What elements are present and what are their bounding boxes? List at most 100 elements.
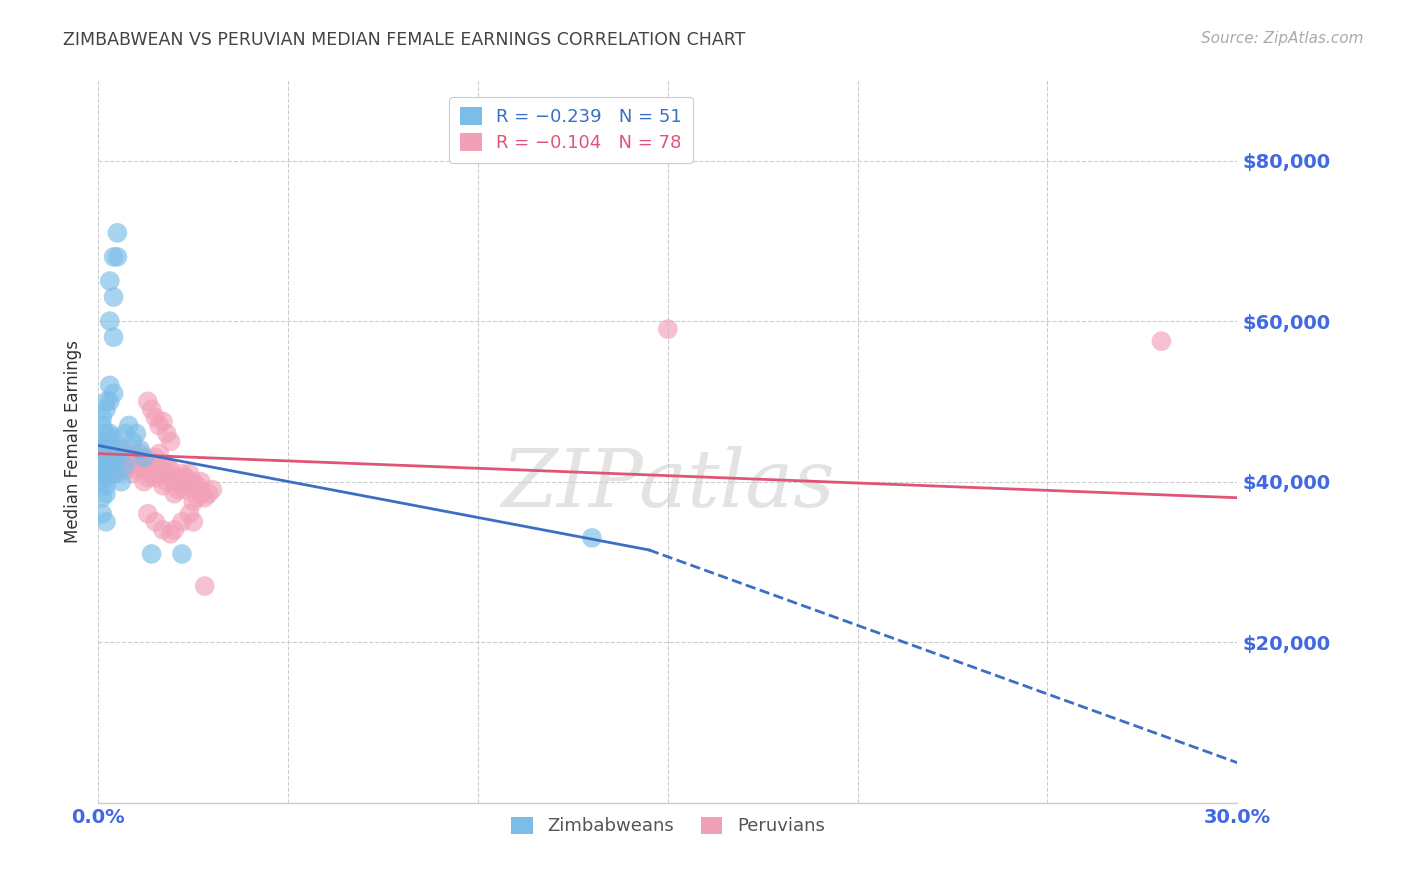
Point bbox=[94, 515, 117, 529]
Point bbox=[136, 394, 159, 409]
Point bbox=[103, 467, 125, 481]
Point bbox=[194, 491, 217, 505]
Point bbox=[197, 486, 219, 500]
Point bbox=[94, 458, 117, 473]
Point bbox=[91, 467, 114, 481]
Point bbox=[103, 446, 125, 460]
Point bbox=[103, 330, 125, 344]
Point bbox=[170, 478, 193, 492]
Point bbox=[107, 250, 129, 264]
Point bbox=[94, 434, 117, 449]
Text: ZIMBABWEAN VS PERUVIAN MEDIAN FEMALE EARNINGS CORRELATION CHART: ZIMBABWEAN VS PERUVIAN MEDIAN FEMALE EAR… bbox=[63, 31, 745, 49]
Legend: Zimbabweans, Peruvians: Zimbabweans, Peruvians bbox=[502, 807, 834, 845]
Point bbox=[141, 467, 163, 481]
Point bbox=[163, 486, 186, 500]
Point bbox=[145, 410, 167, 425]
Point bbox=[94, 478, 117, 492]
Point bbox=[156, 426, 179, 441]
Point bbox=[103, 454, 125, 468]
Point bbox=[141, 547, 163, 561]
Point bbox=[98, 426, 121, 441]
Point bbox=[91, 475, 114, 489]
Point bbox=[179, 507, 201, 521]
Point bbox=[170, 467, 193, 481]
Point bbox=[107, 462, 129, 476]
Point bbox=[190, 486, 212, 500]
Point bbox=[136, 458, 159, 473]
Point bbox=[581, 531, 603, 545]
Point bbox=[114, 426, 136, 441]
Point bbox=[91, 418, 114, 433]
Point bbox=[179, 467, 201, 481]
Point bbox=[657, 322, 679, 336]
Point bbox=[159, 470, 181, 484]
Point bbox=[156, 458, 179, 473]
Point bbox=[125, 462, 148, 476]
Point bbox=[91, 410, 114, 425]
Point bbox=[103, 290, 125, 304]
Point bbox=[98, 394, 121, 409]
Point bbox=[159, 526, 181, 541]
Point bbox=[125, 450, 148, 465]
Point bbox=[174, 470, 197, 484]
Point bbox=[145, 450, 167, 465]
Point bbox=[110, 446, 132, 460]
Point bbox=[98, 450, 121, 465]
Point bbox=[98, 458, 121, 473]
Point bbox=[174, 483, 197, 497]
Point bbox=[103, 386, 125, 401]
Point bbox=[98, 442, 121, 457]
Point bbox=[91, 458, 114, 473]
Point bbox=[152, 462, 174, 476]
Point bbox=[129, 442, 152, 457]
Point bbox=[179, 478, 201, 492]
Point bbox=[91, 442, 114, 457]
Point bbox=[107, 450, 129, 465]
Point bbox=[148, 446, 170, 460]
Point bbox=[186, 491, 208, 505]
Point bbox=[98, 458, 121, 473]
Point bbox=[114, 462, 136, 476]
Point bbox=[167, 483, 190, 497]
Point bbox=[121, 467, 143, 481]
Y-axis label: Median Female Earnings: Median Female Earnings bbox=[65, 340, 83, 543]
Point bbox=[121, 434, 143, 449]
Point bbox=[107, 467, 129, 481]
Point bbox=[148, 467, 170, 481]
Text: Source: ZipAtlas.com: Source: ZipAtlas.com bbox=[1201, 31, 1364, 46]
Point bbox=[141, 402, 163, 417]
Point bbox=[94, 394, 117, 409]
Point bbox=[136, 507, 159, 521]
Point bbox=[107, 226, 129, 240]
Point bbox=[94, 446, 117, 460]
Text: ZIPatlas: ZIPatlas bbox=[501, 446, 835, 524]
Point bbox=[91, 507, 114, 521]
Point bbox=[163, 523, 186, 537]
Point bbox=[136, 470, 159, 484]
Point bbox=[94, 434, 117, 449]
Point bbox=[94, 470, 117, 484]
Point bbox=[1150, 334, 1173, 348]
Point bbox=[145, 470, 167, 484]
Point bbox=[148, 418, 170, 433]
Point bbox=[194, 579, 217, 593]
Point bbox=[159, 434, 181, 449]
Point bbox=[103, 454, 125, 468]
Point bbox=[110, 475, 132, 489]
Point bbox=[98, 450, 121, 465]
Point bbox=[132, 475, 155, 489]
Point bbox=[103, 442, 125, 457]
Point bbox=[98, 434, 121, 449]
Point bbox=[98, 378, 121, 392]
Point bbox=[170, 515, 193, 529]
Point bbox=[132, 450, 155, 465]
Point bbox=[141, 454, 163, 468]
Point bbox=[121, 454, 143, 468]
Point bbox=[129, 458, 152, 473]
Point bbox=[163, 475, 186, 489]
Point bbox=[91, 442, 114, 457]
Point bbox=[103, 250, 125, 264]
Point bbox=[110, 458, 132, 473]
Point bbox=[98, 314, 121, 328]
Point bbox=[152, 523, 174, 537]
